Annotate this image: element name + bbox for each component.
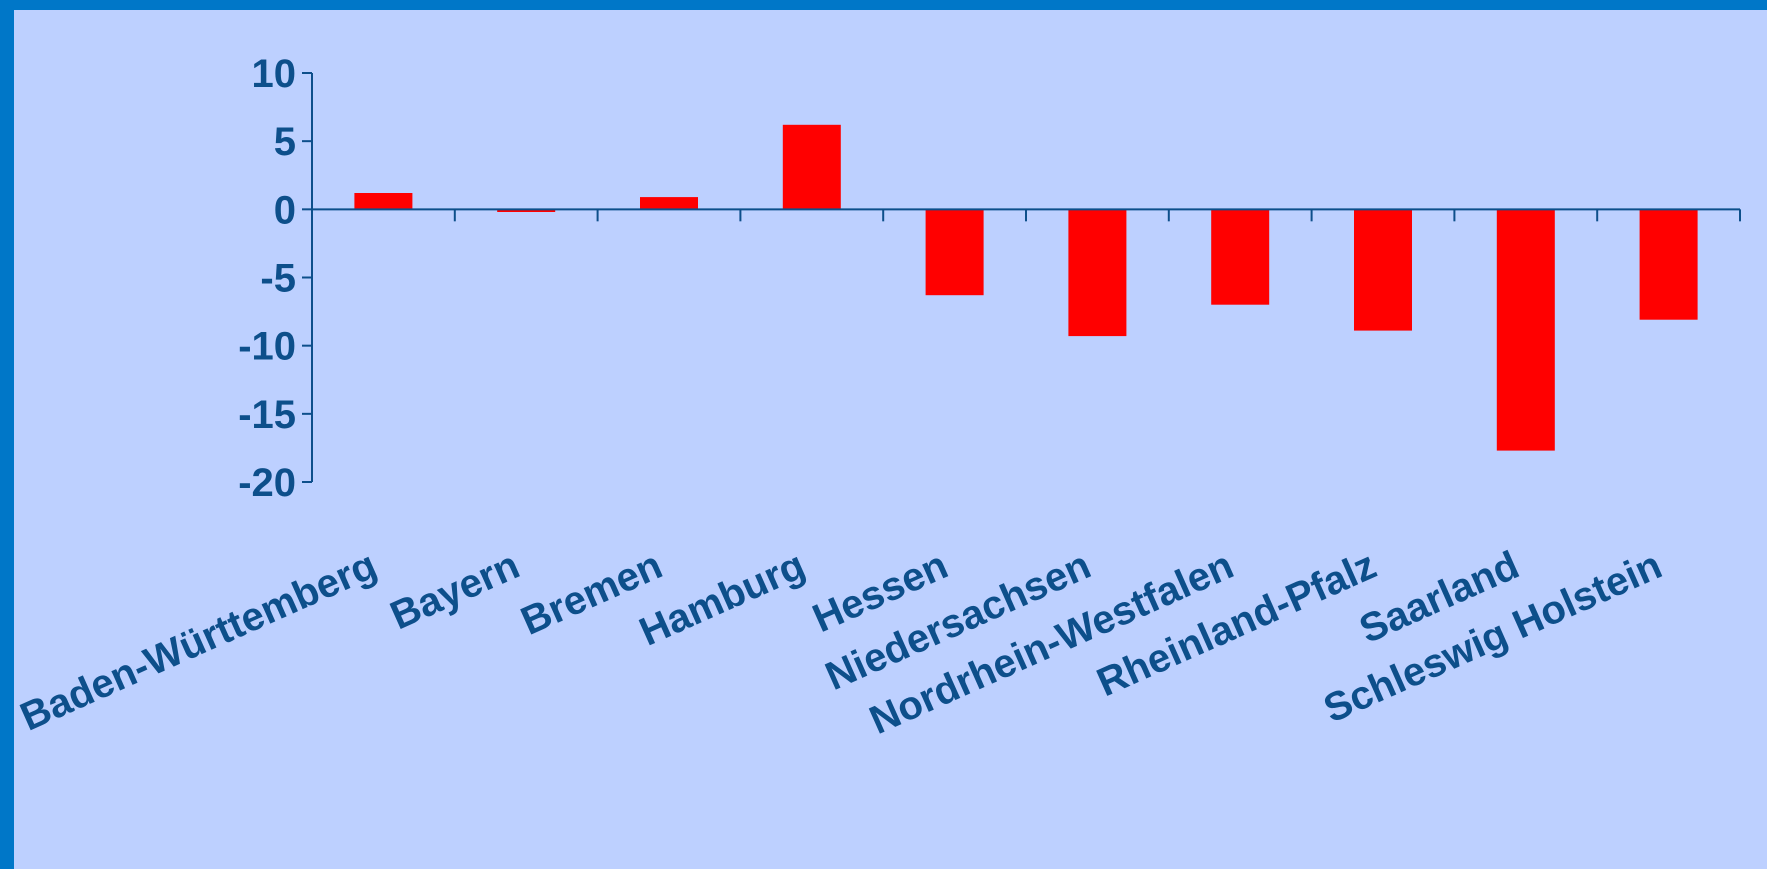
bar bbox=[497, 209, 556, 212]
bar bbox=[925, 209, 984, 296]
bar-chart: 10 5 0 -5 -10 -15 -20 Baden-Württemberg BayernB… bbox=[14, 52, 1741, 743]
y-tick-label: 5 bbox=[274, 120, 296, 164]
x-category-labels: Baden-Württemberg BayernBremenHamburgHess… bbox=[14, 543, 1668, 743]
y-tick-label: 10 bbox=[252, 52, 297, 96]
bars-group bbox=[354, 124, 1698, 451]
x-category-label: Bayern bbox=[384, 543, 526, 638]
bar bbox=[1639, 209, 1698, 320]
y-tick-label: -10 bbox=[238, 325, 296, 369]
bar bbox=[1496, 209, 1555, 451]
bar bbox=[640, 197, 698, 210]
x-category-label: Baden-Württemberg bbox=[14, 543, 383, 740]
bar bbox=[782, 124, 841, 210]
y-tick-label: -20 bbox=[238, 461, 296, 505]
bar bbox=[1068, 209, 1127, 337]
y-tick-label: -5 bbox=[260, 257, 296, 301]
x-category-label: Hamburg bbox=[633, 543, 811, 655]
axes-group bbox=[302, 72, 1741, 483]
bar bbox=[1354, 209, 1412, 331]
bar bbox=[354, 193, 413, 210]
chart-area: 10 5 0 -5 -10 -15 -20 Baden-Württemberg Bayern B… bbox=[14, 10, 1767, 869]
y-tick-label: -15 bbox=[238, 393, 296, 437]
y-tick-label: 0 bbox=[274, 188, 296, 232]
bar bbox=[1211, 209, 1270, 305]
y-tick-labels: 10 5 0 -5 -10 -15 -20 bbox=[238, 52, 296, 505]
